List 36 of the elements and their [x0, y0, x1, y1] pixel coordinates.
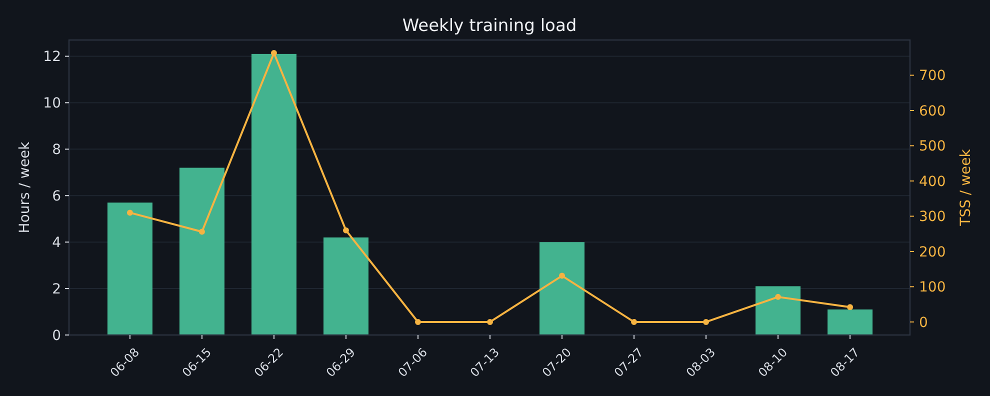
point — [487, 318, 493, 325]
point — [847, 304, 854, 310]
bar — [540, 242, 585, 335]
y2-axis-title: TSS / week — [958, 148, 974, 227]
y-tick-label: 0 — [52, 328, 61, 344]
bar — [251, 54, 296, 335]
y2-tick-label: 0 — [919, 314, 928, 331]
y2-tick-label: 200 — [919, 244, 946, 260]
point — [414, 318, 421, 325]
y-axis-title: Hours / week — [17, 140, 33, 234]
point — [775, 294, 782, 300]
y-tick-label: 12 — [43, 49, 61, 66]
y-tick-label: 6 — [52, 188, 62, 205]
point — [270, 50, 277, 56]
bar — [179, 168, 224, 335]
point — [126, 210, 133, 216]
bar — [323, 237, 368, 335]
y2-tick-label: 500 — [919, 138, 946, 155]
point — [559, 272, 566, 279]
point — [198, 228, 205, 235]
bar — [107, 202, 152, 335]
bar — [828, 309, 873, 335]
y2-tick-label: 700 — [919, 68, 946, 84]
point — [342, 227, 349, 234]
y-tick-label: 4 — [52, 234, 62, 251]
bar — [756, 286, 801, 335]
point — [631, 318, 638, 325]
y-tick-label: 2 — [52, 281, 61, 298]
y2-tick-label: 100 — [919, 280, 946, 296]
y-tick-label: 10 — [43, 96, 61, 112]
point — [703, 318, 710, 325]
chart-title: Weekly training load — [402, 16, 577, 36]
y-tick-label: 8 — [52, 142, 61, 158]
y2-tick-label: 400 — [919, 174, 946, 190]
y2-tick-label: 300 — [919, 209, 946, 226]
y2-tick-label: 600 — [919, 103, 946, 120]
